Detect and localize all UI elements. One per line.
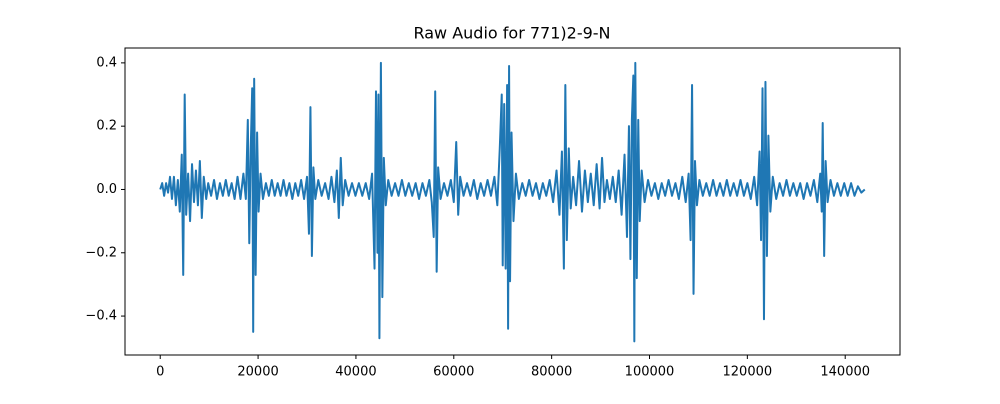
x-tick-label: 40000	[335, 365, 376, 380]
x-tick-label: 120000	[723, 365, 773, 380]
y-tick-label: −0.2	[85, 245, 117, 260]
x-tick-label: 0	[156, 365, 164, 380]
axes-frame	[124, 47, 901, 356]
x-tick-label: 140000	[820, 365, 870, 380]
x-tick-label: 100000	[625, 365, 675, 380]
plot-area	[159, 61, 866, 343]
y-tick-label: −0.4	[85, 309, 117, 324]
x-tick-label: 60000	[433, 365, 474, 380]
chart-title: Raw Audio for 771)2-9-N	[413, 24, 610, 43]
x-tick-label: 20000	[237, 365, 278, 380]
x-tick-label: 80000	[531, 365, 572, 380]
y-tick-label: 0.4	[96, 55, 117, 70]
y-tick-label: 0.0	[96, 182, 117, 197]
y-tick-label: 0.2	[96, 119, 117, 134]
waveform-line	[159, 61, 866, 343]
